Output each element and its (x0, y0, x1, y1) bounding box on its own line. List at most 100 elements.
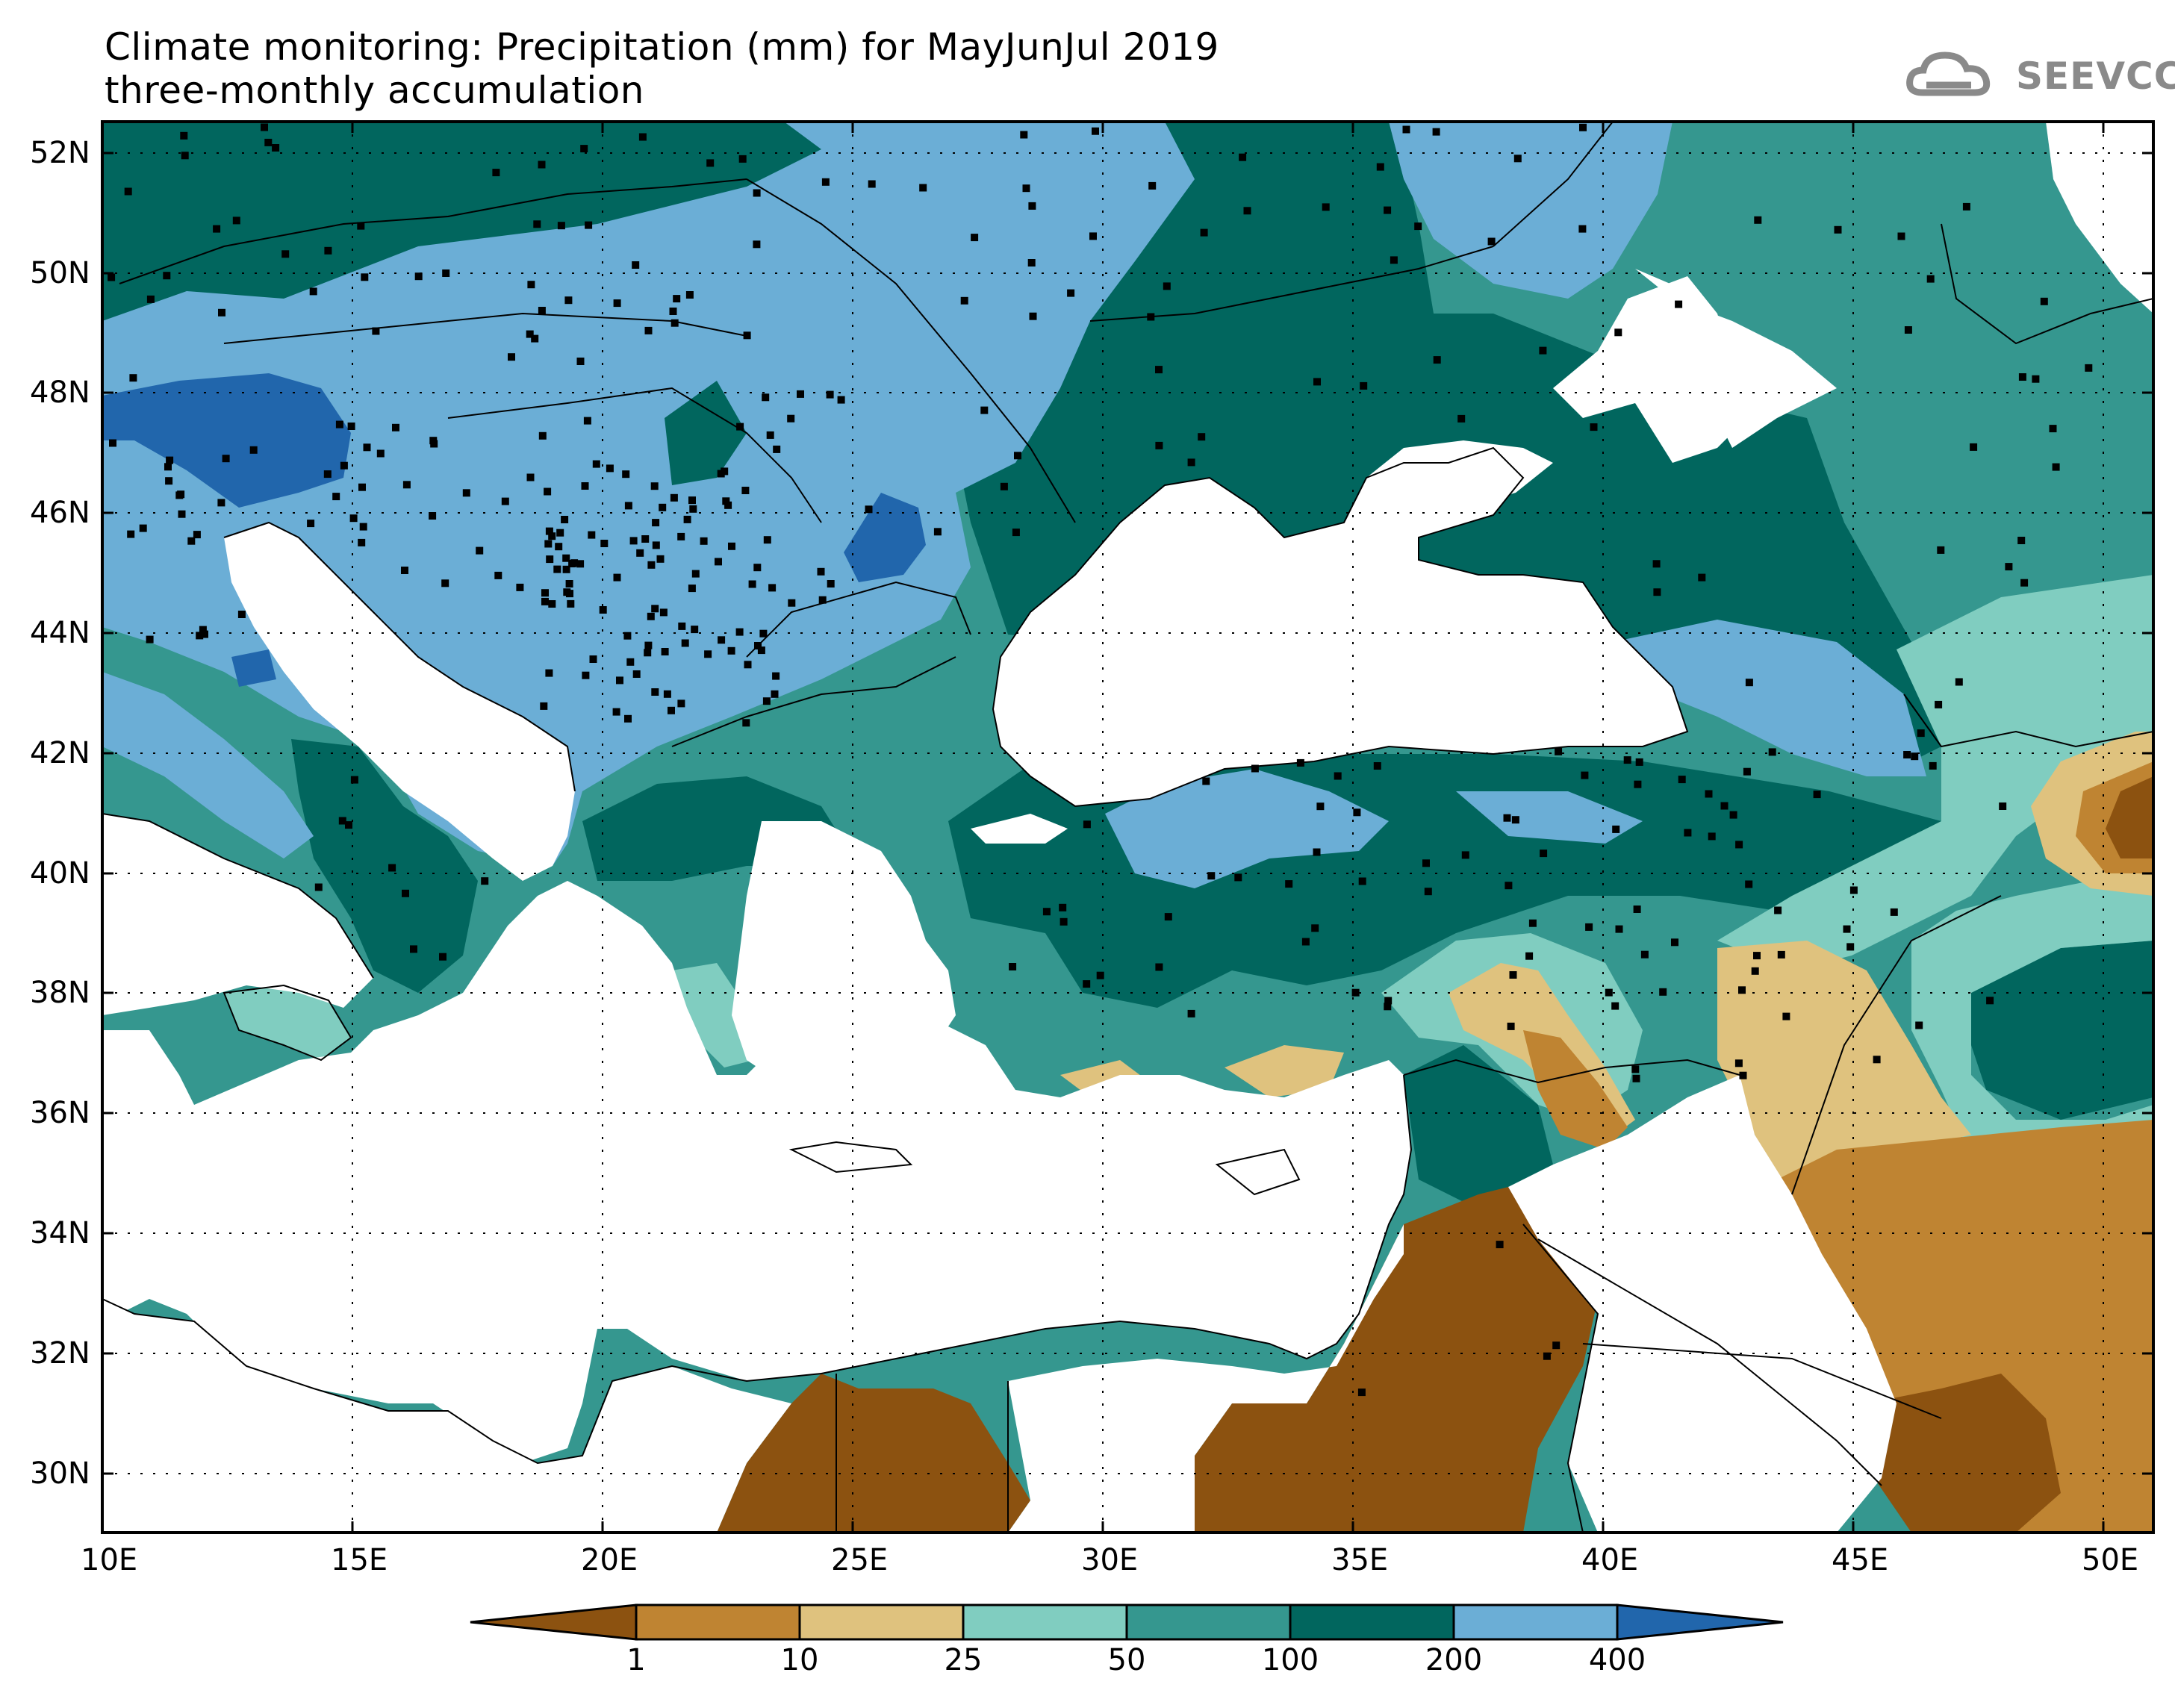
station-marker (232, 216, 240, 225)
station-marker (1029, 312, 1037, 320)
station-marker (629, 537, 638, 545)
station-marker (670, 319, 679, 327)
station-marker (442, 269, 450, 277)
nodata-egypt-sinai (1008, 1224, 1404, 1533)
lon-label-10e: 10E (81, 1543, 138, 1577)
station-marker (1164, 913, 1172, 921)
station-marker (556, 529, 564, 537)
station-marker (358, 538, 366, 546)
colorbar (470, 1603, 1784, 1641)
station-marker (414, 272, 423, 281)
station-marker (691, 570, 700, 578)
lat-label-46n: 46N (30, 496, 90, 530)
station-marker (659, 608, 668, 617)
station-marker (762, 393, 770, 402)
station-marker (668, 706, 675, 714)
station-marker (264, 138, 273, 146)
station-marker (652, 541, 660, 549)
black-sea (993, 448, 1687, 806)
station-marker (1735, 841, 1743, 849)
station-marker (146, 635, 154, 643)
station-marker (350, 776, 358, 784)
station-marker (1503, 814, 1511, 822)
station-marker (1834, 225, 1842, 234)
station-marker (1729, 811, 1737, 819)
colorbar-cell-under-1 (470, 1603, 638, 1641)
field-over-400-romania (844, 493, 926, 582)
station-marker (564, 296, 573, 305)
station-marker (754, 642, 762, 649)
colorbar-label-50: 50 (1107, 1643, 1146, 1677)
station-marker (821, 178, 830, 186)
field-10-25-syria (1225, 1045, 1344, 1097)
station-marker (1059, 903, 1067, 911)
station-marker (2049, 425, 2057, 433)
station-marker (613, 299, 621, 308)
station-marker (1000, 482, 1008, 490)
station-marker (1234, 873, 1242, 882)
field-200-400-ukraine-north (1389, 122, 1673, 299)
station-marker (402, 481, 411, 489)
station-marker (388, 864, 396, 872)
station-marker (2040, 297, 2048, 305)
station-marker (1955, 678, 1963, 686)
station-marker (616, 676, 623, 685)
station-marker (728, 542, 735, 550)
station-marker (340, 461, 348, 470)
station-marker (753, 564, 762, 572)
station-marker (540, 702, 548, 710)
station-marker (557, 222, 565, 230)
station-marker (439, 953, 446, 961)
station-marker (772, 672, 780, 680)
station-marker (706, 159, 715, 167)
station-marker (736, 423, 744, 431)
station-marker (1357, 1388, 1366, 1397)
station-marker (1373, 762, 1381, 770)
station-marker (1414, 222, 1422, 231)
station-marker (743, 331, 751, 340)
lat-label-48n: 48N (30, 375, 90, 410)
station-marker (1768, 748, 1776, 756)
adriatic-sea (224, 523, 575, 881)
coastlines (102, 122, 2153, 1533)
lon-label-40e: 40E (1581, 1543, 1639, 1577)
seevccc-logo: SEEVCCC (1904, 46, 2175, 106)
field-10-25-iraq (1717, 941, 1971, 1179)
field-1-10-syria (1523, 1030, 1628, 1150)
station-marker (1999, 802, 2007, 810)
colorbar-cell-1-10 (635, 1603, 801, 1641)
station-marker (647, 561, 656, 569)
lon-label-30e: 30E (1081, 1543, 1139, 1577)
station-marker (1384, 1003, 1392, 1011)
colorbar-label-200: 200 (1425, 1643, 1483, 1677)
station-marker (180, 131, 188, 140)
station-marker (1632, 1074, 1640, 1082)
station-marker (753, 240, 761, 249)
station-marker (1962, 202, 1970, 211)
field-25-50-greece (672, 963, 754, 1068)
station-marker (1743, 767, 1751, 776)
field-under-1-kuwait (1867, 1374, 2061, 1533)
station-marker (688, 496, 696, 505)
station-marker (1060, 917, 1068, 926)
station-marker (1155, 366, 1163, 374)
station-marker (1384, 206, 1392, 214)
station-marker (1296, 758, 1304, 767)
station-marker (677, 532, 685, 540)
station-marker (624, 714, 632, 723)
station-marker (527, 281, 535, 289)
station-marker (1890, 908, 1898, 916)
station-marker (1311, 924, 1319, 932)
station-marker (175, 491, 184, 499)
station-marker (644, 641, 653, 649)
station-marker (722, 497, 730, 505)
station-marker (410, 945, 417, 953)
station-marker (638, 133, 647, 141)
colorbar-cell-200-400 (1452, 1603, 1619, 1641)
station-marker (650, 482, 659, 490)
station-marker (677, 699, 685, 708)
station-marker (1528, 919, 1537, 927)
station-marker (581, 482, 589, 490)
station-marker (441, 579, 449, 587)
